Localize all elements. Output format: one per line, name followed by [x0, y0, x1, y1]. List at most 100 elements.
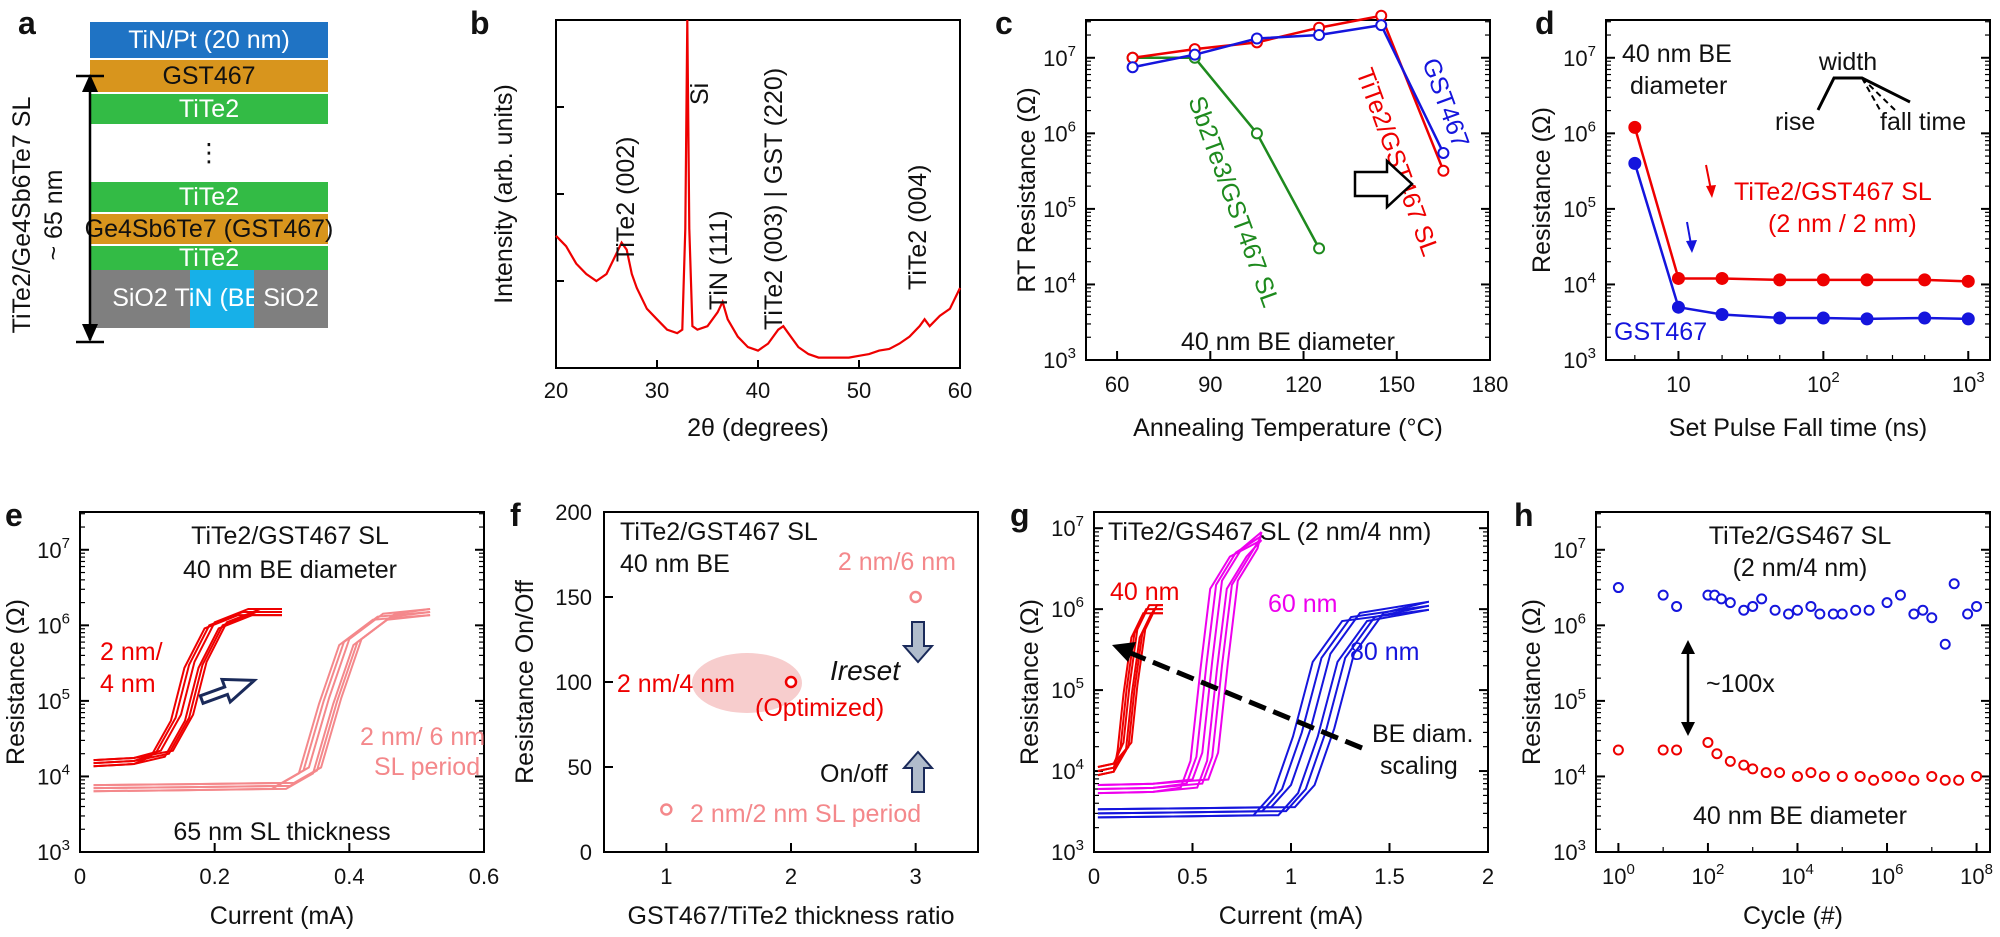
series-line-d-1: [1633, 163, 1969, 321]
ytick-label-f: 150: [555, 585, 592, 610]
annotation-be-diam: BE diam.: [1372, 720, 1473, 748]
point-c-0: [1250, 127, 1263, 140]
arrow-blue-head-d: [1686, 240, 1697, 253]
ytick-label-c: 106: [1043, 118, 1076, 146]
point-h-0: [1805, 600, 1817, 612]
peak-label-si: Si: [686, 83, 714, 105]
point-d-0: [1773, 273, 1787, 287]
xtick-label-g: 1: [1285, 864, 1297, 889]
panel-c: c 103 104 105 106 107 60 90 120 150 180 Annealing…: [995, 5, 1508, 442]
layer-1: [90, 60, 328, 92]
layer-label-3: ⋮: [197, 139, 222, 167]
point-h-0: [1612, 582, 1624, 594]
pulse-shape-icon: [1816, 76, 1911, 111]
switch-curve-g-0: [1097, 604, 1163, 768]
xtick-label-g: 0.5: [1177, 864, 1208, 889]
point-h-0: [1783, 608, 1795, 620]
point-d-1: [1961, 312, 1975, 326]
xtick-label-f: 3: [910, 864, 922, 889]
point-h-0: [1850, 604, 1862, 616]
ytick-label-c: 105: [1043, 194, 1076, 222]
layer-label-1: GST467: [162, 62, 255, 90]
ytick-label-c: 103: [1043, 345, 1076, 373]
xtick-label-g: 2: [1482, 864, 1494, 889]
point-h-0: [1715, 593, 1727, 605]
xtick-label-f: 2: [785, 864, 797, 889]
switch-curve-g-2: [1097, 604, 1430, 815]
point-c-2: [1250, 32, 1263, 45]
point-h-0: [1827, 608, 1839, 620]
xtick-label-c: 180: [1472, 372, 1509, 397]
x-axis-label-h: Cycle (#): [1743, 902, 1843, 930]
panel-a: a TiN/Pt (20 nm)GST467TiTe2⋮TiTe2Ge4Sb6T…: [8, 5, 333, 344]
panel-letter-a: a: [18, 5, 36, 41]
title-h-1: TiTe2/GS467 SL: [1709, 522, 1892, 550]
pulse-fall-dashed-1: [1861, 77, 1896, 111]
point-d-1: [1671, 300, 1685, 314]
title-g: TiTe2/GS467 SL (2 nm/4 nm): [1108, 518, 1431, 546]
legend-gst467-c: GST467: [1416, 54, 1474, 151]
y-axis-label-b: Intensity (arb. units): [490, 84, 518, 304]
point-h-0: [1738, 604, 1750, 616]
legend-gst467-d: GST467: [1614, 318, 1707, 346]
arrow-red-head-d: [1706, 185, 1716, 198]
label-red-e-2: 4 nm: [100, 670, 156, 698]
label-pink-e-1: 2 nm/ 6 nm: [360, 723, 485, 751]
tick-label-b: 20: [544, 378, 568, 403]
series-line-d-0: [1633, 127, 1969, 283]
point-h-1: [1894, 770, 1906, 782]
series-line-c-0: [1132, 56, 1321, 249]
panel-letter-e: e: [5, 497, 23, 533]
ratio-arrow-head-up: [1681, 640, 1695, 654]
xtick-label-h: 106: [1871, 861, 1904, 889]
y-axis-label-e: Resistance (Ω): [2, 599, 30, 765]
point-h-0: [1863, 604, 1875, 616]
point-c-2: [1375, 19, 1388, 32]
title-h-2: (2 nm/4 nm): [1733, 554, 1868, 582]
panel-e: e 103 104 105 106 107 0 0.2 0.4 0.6 Current (mA)…: [2, 497, 499, 930]
annotation-be-2-d: diameter: [1630, 72, 1727, 100]
label-point-2nm-6nm: 2 nm/6 nm: [838, 548, 956, 576]
point-c-2: [1313, 29, 1326, 42]
ytick-label-d: 105: [1563, 194, 1596, 222]
ytick-label-e: 106: [37, 610, 70, 638]
optimized-highlight: [692, 653, 802, 713]
base-2: [254, 270, 328, 328]
panel-h: h 103 104 105 106 107 100 102 104 106 108 Cycle (…: [1514, 497, 1993, 930]
xtick-label-g: 1.5: [1374, 864, 1405, 889]
point-h-1: [1738, 759, 1750, 771]
ytick-label-f: 100: [555, 670, 592, 695]
peak-label-tite2-003-gst-220: TiTe2 (003) | GST (220): [760, 68, 788, 330]
ytick-label-g: 103: [1051, 837, 1084, 865]
point-h-1: [1908, 774, 1920, 786]
y-axis-label-g: Resistance (Ω): [1016, 599, 1044, 765]
arrow-head-up: [82, 74, 98, 92]
annotation-be-diameter-c: 40 nm BE diameter: [1181, 328, 1395, 356]
arrow-left-icon-e: [198, 677, 259, 706]
point-h-1: [1747, 763, 1759, 775]
switch-curve-g-0: [1097, 608, 1163, 772]
panel-letter-f: f: [510, 497, 521, 533]
point-f-1: [784, 675, 798, 689]
panel-letter-b: b: [470, 5, 490, 41]
xtick-label-e: 0.4: [334, 864, 365, 889]
x-axis-label-g: Current (mA): [1219, 902, 1363, 930]
layer-label-6: TiTe2: [179, 244, 239, 272]
point-h-0: [1756, 593, 1768, 605]
point-h-0: [1836, 608, 1848, 620]
tick-label-b: 40: [746, 378, 770, 403]
xtick-label-h: 102: [1692, 861, 1725, 889]
point-d-1: [1816, 311, 1830, 325]
point-h-0: [1657, 589, 1669, 601]
xtick-label-c: 120: [1285, 372, 1322, 397]
point-h-0: [1926, 612, 1938, 624]
xtick-label-c: 150: [1378, 372, 1415, 397]
xtick-label-g: 0: [1088, 864, 1100, 889]
point-f-2: [909, 590, 922, 604]
point-h-1: [1671, 744, 1683, 756]
point-d-1: [1628, 156, 1642, 170]
point-h-0: [1917, 604, 1929, 616]
switch-curve-g-1: [1097, 539, 1263, 795]
point-h-0: [1671, 600, 1683, 612]
xtick-label-f: 1: [660, 864, 672, 889]
